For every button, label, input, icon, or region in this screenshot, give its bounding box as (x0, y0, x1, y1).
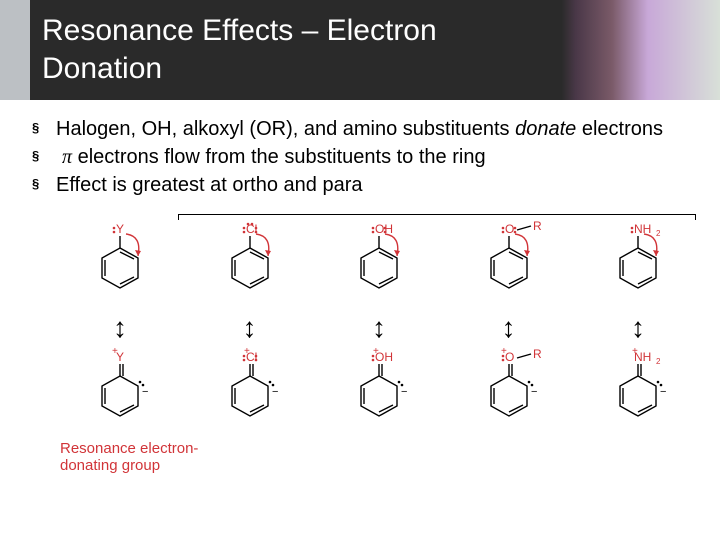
molecule-bottom: Cl + − (200, 346, 300, 438)
molecule-charged: Y + − (70, 346, 170, 438)
caption-line: Resonance electron- (60, 440, 198, 457)
svg-text:+: + (112, 346, 118, 357)
svg-text:+: + (632, 346, 638, 357)
molecule-charged: Cl + − (200, 346, 300, 438)
svg-text:−: − (272, 386, 278, 398)
title-line-2: Donation (42, 52, 162, 85)
caption-line: donating group (60, 457, 160, 474)
svg-text:−: − (142, 386, 148, 398)
svg-text:O: O (505, 222, 514, 236)
svg-text:−: − (401, 386, 407, 398)
bullet-text: electrons flow from the substituents to … (72, 146, 486, 168)
svg-text:−: − (660, 386, 666, 398)
diagram-column: NH 2 ↕ NH 2 + − (578, 218, 698, 438)
svg-text:OH: OH (375, 222, 393, 236)
svg-text:Y: Y (116, 222, 124, 236)
resonance-arrow-icon: ↕ (631, 314, 645, 342)
resonance-arrow-icon: ↕ (372, 314, 386, 342)
bullet-text: Effect is greatest at ortho and para (56, 174, 362, 196)
slide-title: Resonance Effects – Electron Donation (42, 12, 720, 87)
svg-text:2: 2 (656, 229, 661, 238)
molecule-top: NH 2 (588, 218, 688, 308)
svg-text:R: R (533, 219, 542, 233)
molecule-top: Y (70, 218, 170, 308)
svg-text:R: R (533, 347, 542, 361)
title-line-1: Resonance Effects – Electron (42, 14, 437, 47)
diagram-column: O R ↕ O + R − (449, 218, 569, 438)
diagram-column: Y ↕ Y + − (60, 218, 180, 438)
molecule-charged: OH + − (329, 346, 429, 438)
molecule-charged: O + R − (459, 346, 559, 438)
resonance-arrow-icon: ↕ (502, 314, 516, 342)
molecule-bottom: OH + − (329, 346, 429, 438)
molecule-bottom: Y + − (70, 346, 170, 438)
molecule-top: O R (459, 218, 559, 308)
molecule-neutral: Cl (200, 218, 300, 308)
svg-text:NH: NH (634, 222, 651, 236)
svg-text:−: − (531, 386, 537, 398)
diagram-caption: Resonance electron- donating group (0, 438, 720, 475)
diagram-column: OH ↕ OH + − (319, 218, 439, 438)
bullet-list: Halogen, OH, alkoxyl (OR), and amino sub… (0, 100, 720, 210)
bullet-item: π electrons flow from the substituents t… (32, 144, 690, 170)
bullet-italic: donate (515, 118, 576, 140)
header-decor-strip (0, 0, 30, 100)
resonance-arrow-icon: ↕ (243, 314, 257, 342)
bullet-text: electrons (576, 118, 663, 140)
bullet-item: Effect is greatest at ortho and para (32, 172, 690, 198)
molecule-top: Cl (200, 218, 300, 308)
bullet-item: Halogen, OH, alkoxyl (OR), and amino sub… (32, 116, 690, 142)
pi-symbol: π (56, 146, 72, 168)
diagram-column: Cl ↕ Cl + − (190, 218, 310, 438)
molecule-neutral: NH 2 (588, 218, 688, 308)
bullet-text: Halogen, OH, alkoxyl (OR), and amino sub… (56, 118, 515, 140)
molecule-top: OH (329, 218, 429, 308)
molecule-bottom: O + R − (459, 346, 559, 438)
molecule-neutral: Y (70, 218, 170, 308)
molecule-bottom: NH 2 + − (588, 346, 688, 438)
bracket-icon (178, 214, 696, 220)
resonance-diagram: Y ↕ Y + − Cl ↕ C (0, 210, 720, 438)
slide-header: Resonance Effects – Electron Donation (0, 0, 720, 100)
molecule-neutral: OH (329, 218, 429, 308)
svg-text:2: 2 (656, 357, 661, 366)
molecule-neutral: O R (459, 218, 559, 308)
resonance-arrow-icon: ↕ (113, 314, 127, 342)
molecule-charged: NH 2 + − (588, 346, 688, 438)
